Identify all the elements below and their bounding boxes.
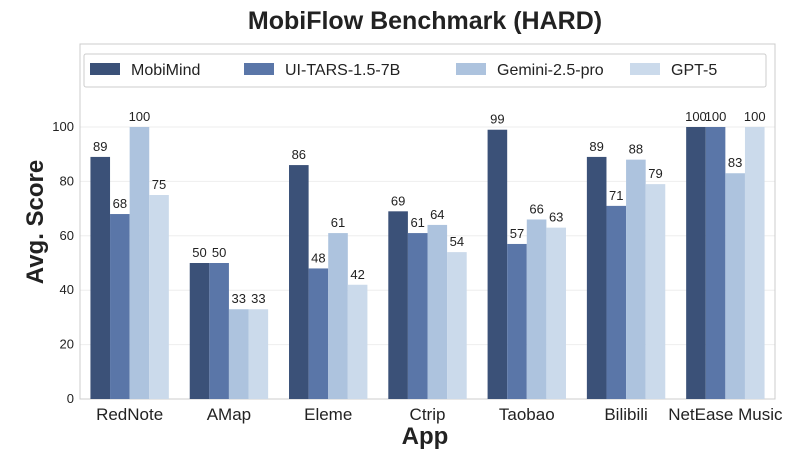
- data-label: 88: [629, 142, 643, 157]
- bar: [725, 173, 745, 399]
- y-tick-label: 0: [67, 391, 74, 406]
- y-tick-label: 40: [60, 282, 74, 297]
- legend-label: UI-TARS-1.5-7B: [285, 62, 400, 79]
- y-ticks: 0 20 40 60 80 100: [52, 119, 74, 406]
- x-tick-label: Bilibili: [604, 405, 647, 424]
- bar: [645, 184, 666, 399]
- legend-swatch: [630, 63, 660, 75]
- data-label: 100: [744, 109, 766, 124]
- data-label: 61: [331, 215, 345, 230]
- bar: [606, 205, 627, 399]
- bar: [487, 129, 508, 399]
- bar: [586, 156, 607, 399]
- data-label: 89: [93, 139, 107, 154]
- bar: [347, 284, 368, 399]
- x-tick-label: Eleme: [304, 405, 352, 424]
- bar: [546, 227, 566, 399]
- bar: [407, 233, 428, 399]
- legend-label: MobiMind: [131, 62, 200, 79]
- bar: [110, 214, 130, 399]
- data-label: 42: [350, 267, 364, 282]
- data-label: 50: [212, 245, 226, 260]
- legend: MobiMind UI-TARS-1.5-7B Gemini-2.5-pro GPT-…: [83, 53, 767, 88]
- y-tick-label: 20: [60, 337, 74, 352]
- bar: [744, 127, 765, 399]
- legend-swatch: [90, 63, 120, 75]
- x-axis-title: App: [402, 423, 449, 450]
- legend-label: Gemini-2.5-pro: [497, 62, 604, 79]
- data-label: 83: [728, 155, 742, 170]
- data-label: 33: [251, 291, 265, 306]
- y-axis-title: Avg. Score: [22, 160, 49, 285]
- bar: [308, 268, 329, 399]
- data-label: 86: [292, 147, 306, 162]
- bars: [90, 127, 765, 399]
- bar: [447, 252, 467, 399]
- data-label: 75: [152, 177, 166, 192]
- bar: [289, 165, 309, 399]
- x-ticks: RedNote AMap Eleme Ctrip Taobao Bilibili NetEa…: [96, 405, 783, 424]
- data-label: 89: [589, 139, 603, 154]
- x-tick-label: Taobao: [499, 405, 555, 424]
- bar: [626, 159, 646, 399]
- bar: [427, 224, 448, 399]
- legend-box: [83, 53, 767, 88]
- y-tick-label: 80: [60, 173, 74, 188]
- bar: [209, 263, 229, 399]
- bar: [507, 243, 527, 399]
- data-label: 69: [391, 193, 405, 208]
- bar: [526, 219, 547, 399]
- bar: [129, 127, 150, 399]
- data-label: 48: [311, 250, 325, 265]
- bar: [686, 127, 706, 399]
- bar: [248, 309, 269, 399]
- x-tick-label: NetEase Music: [668, 405, 783, 424]
- bar: [149, 195, 169, 399]
- bar: [90, 156, 111, 399]
- bar: [705, 127, 726, 399]
- data-label: 54: [450, 234, 464, 249]
- data-label: 71: [609, 188, 623, 203]
- data-label: 33: [231, 291, 245, 306]
- bar: [189, 263, 210, 399]
- data-label: 99: [490, 112, 504, 127]
- chart-title: MobiFlow Benchmark (HARD): [248, 7, 602, 35]
- data-label: 66: [529, 201, 543, 216]
- y-tick-label: 100: [52, 119, 74, 134]
- data-label: 61: [410, 215, 424, 230]
- data-label: 68: [113, 196, 127, 211]
- data-label: 100: [705, 109, 727, 124]
- x-tick-label: AMap: [207, 405, 251, 424]
- data-label: 100: [685, 109, 707, 124]
- x-tick-label: RedNote: [96, 405, 163, 424]
- legend-swatch: [244, 63, 274, 75]
- y-tick-label: 60: [60, 228, 74, 243]
- x-tick-label: Ctrip: [410, 405, 446, 424]
- legend-swatch: [456, 63, 486, 75]
- data-label: 57: [510, 226, 524, 241]
- data-label: 79: [648, 166, 662, 181]
- data-labels: 89 68 100 75 50 50 33 33 86 48 61 42 69 61 64 54 99 57 66 6…: [93, 109, 766, 306]
- data-label: 64: [430, 207, 444, 222]
- legend-label: GPT-5: [671, 62, 717, 79]
- data-label: 63: [549, 210, 563, 225]
- data-label: 100: [129, 109, 151, 124]
- bar: [328, 233, 348, 399]
- data-label: 50: [192, 245, 206, 260]
- bar: [388, 211, 408, 399]
- bar: [228, 309, 249, 399]
